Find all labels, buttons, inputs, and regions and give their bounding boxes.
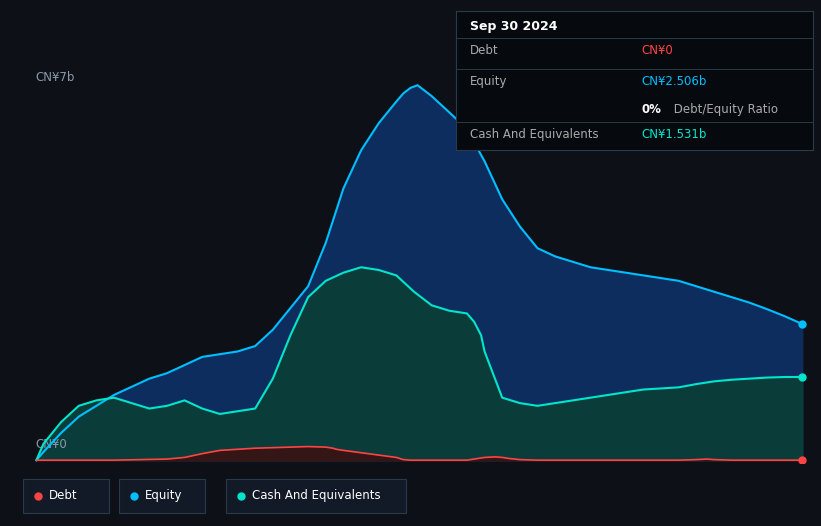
Text: Cash And Equivalents: Cash And Equivalents [252, 489, 381, 502]
FancyBboxPatch shape [226, 479, 406, 513]
Text: Debt: Debt [49, 489, 78, 502]
Text: Cash And Equivalents: Cash And Equivalents [470, 128, 599, 140]
Text: CN¥0: CN¥0 [35, 438, 67, 451]
FancyBboxPatch shape [23, 479, 109, 513]
Text: Sep 30 2024: Sep 30 2024 [470, 21, 557, 33]
Text: 0%: 0% [641, 103, 661, 116]
Text: Equity: Equity [470, 75, 507, 88]
Text: CN¥0: CN¥0 [641, 44, 673, 57]
Text: CN¥2.506b: CN¥2.506b [641, 75, 707, 88]
Text: Debt: Debt [470, 44, 498, 57]
Text: Equity: Equity [145, 489, 183, 502]
Text: Debt/Equity Ratio: Debt/Equity Ratio [670, 103, 778, 116]
Text: CN¥7b: CN¥7b [35, 71, 75, 84]
Text: CN¥1.531b: CN¥1.531b [641, 128, 707, 140]
FancyBboxPatch shape [119, 479, 205, 513]
